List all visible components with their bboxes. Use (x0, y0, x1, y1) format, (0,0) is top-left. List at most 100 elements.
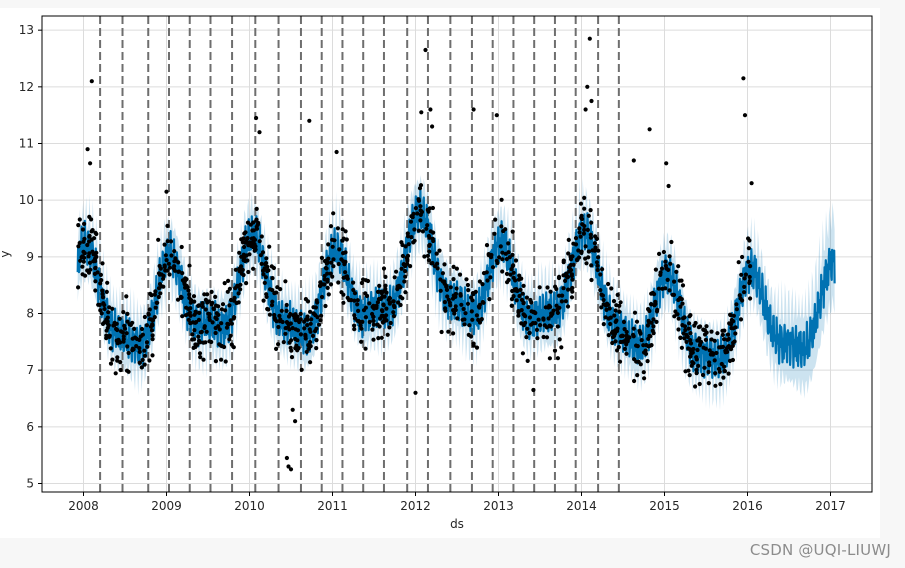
observed-point (231, 345, 236, 350)
observed-point (114, 321, 119, 326)
x-tick-label: 2010 (234, 499, 265, 513)
observed-point (285, 325, 290, 330)
observed-point (336, 261, 341, 267)
observed-point (334, 149, 339, 155)
observed-point (682, 315, 687, 320)
observed-point (683, 327, 688, 333)
observed-point (355, 302, 360, 307)
observed-point (385, 332, 390, 337)
observed-point (722, 369, 728, 374)
observed-point (341, 292, 346, 297)
observed-point (666, 267, 671, 272)
observed-point (464, 277, 469, 282)
observed-point (391, 314, 397, 319)
observed-point (150, 337, 155, 342)
observed-point (595, 267, 600, 273)
observed-point (707, 363, 712, 368)
observed-point (190, 320, 196, 325)
observed-point (687, 321, 692, 326)
observed-point (648, 302, 654, 307)
y-axis-label: y (0, 250, 12, 257)
observed-point (674, 312, 679, 317)
observed-point (161, 276, 166, 281)
observed-point (480, 300, 485, 305)
observed-point (594, 236, 600, 241)
observed-point (668, 261, 673, 266)
observed-point (87, 251, 92, 256)
observed-point (455, 316, 460, 321)
observed-point (284, 308, 289, 313)
observed-point (180, 314, 185, 319)
observed-point (343, 250, 348, 255)
observed-point (124, 294, 129, 299)
observed-point (213, 359, 218, 364)
observed-point (739, 272, 744, 277)
observed-point (272, 291, 277, 296)
observed-point (197, 310, 202, 315)
observed-point (738, 317, 744, 322)
observed-point (162, 242, 167, 247)
observed-point (459, 302, 464, 307)
observed-point (200, 301, 205, 306)
observed-point (280, 319, 285, 325)
observed-point (676, 316, 681, 321)
observed-point (484, 243, 490, 248)
observed-point (590, 248, 595, 253)
observed-point (706, 369, 711, 375)
observed-point (383, 274, 388, 279)
observed-point (121, 310, 126, 315)
observed-point (728, 322, 734, 327)
observed-point (716, 366, 722, 372)
observed-point (740, 254, 745, 260)
observed-point (297, 319, 302, 325)
observed-point (183, 276, 188, 281)
observed-point (408, 219, 414, 224)
observed-point (237, 250, 242, 255)
observed-point (374, 303, 379, 308)
observed-point (690, 360, 695, 365)
observed-point (94, 250, 99, 255)
observed-point (257, 239, 262, 244)
observed-point (621, 319, 627, 325)
observed-point (599, 305, 604, 310)
observed-point (203, 307, 208, 312)
observed-point (341, 300, 346, 305)
observed-point (570, 289, 575, 294)
observed-point (108, 361, 114, 366)
y-tick-label: 13 (19, 23, 34, 37)
observed-point (678, 304, 683, 309)
observed-point (139, 365, 144, 370)
observed-point (490, 265, 496, 270)
observed-point (641, 370, 646, 375)
observed-point (425, 253, 430, 258)
observed-point (347, 298, 352, 303)
observed-point (527, 315, 533, 320)
observed-point (719, 361, 724, 367)
observed-point (620, 333, 625, 338)
observed-point (262, 280, 267, 285)
observed-point (577, 255, 582, 260)
observed-point (150, 322, 155, 327)
observed-point (211, 306, 216, 311)
observed-point (576, 248, 581, 253)
observed-point (428, 107, 433, 112)
observed-point (104, 289, 109, 294)
observed-point (128, 322, 133, 327)
observed-point (161, 284, 166, 289)
observed-point (605, 302, 611, 307)
observed-point (510, 288, 515, 294)
observed-point (546, 316, 551, 321)
observed-point (304, 349, 309, 354)
observed-point (80, 227, 86, 232)
observed-point (330, 244, 335, 249)
observed-point (426, 258, 432, 263)
observed-point (696, 363, 701, 368)
observed-point (138, 334, 143, 339)
observed-point (302, 326, 307, 331)
x-tick-label: 2011 (317, 499, 348, 513)
observed-point (384, 313, 389, 318)
observed-point (227, 303, 232, 308)
observed-point (303, 332, 308, 337)
observed-point (418, 204, 423, 209)
plot-frame (41, 15, 873, 493)
